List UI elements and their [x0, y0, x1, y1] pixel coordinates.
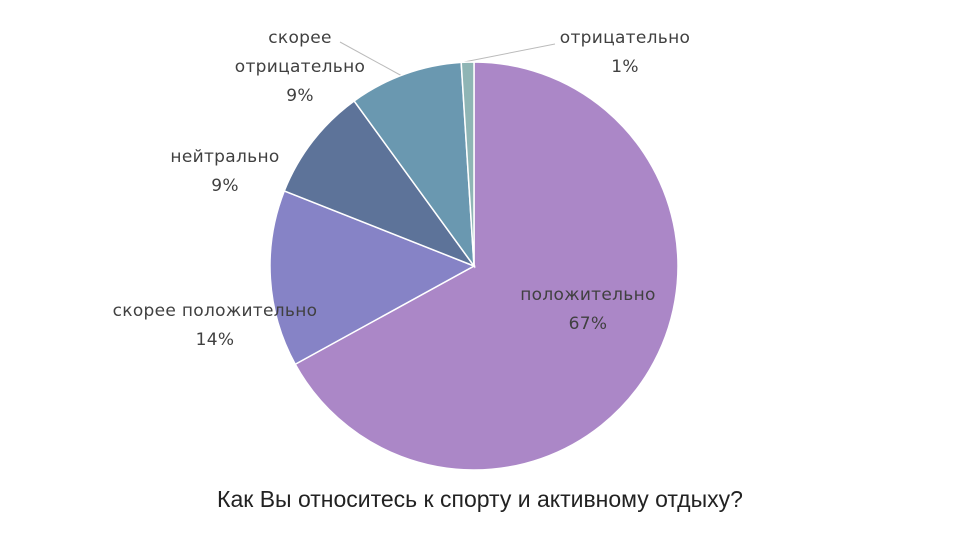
chart-title: Как Вы относитесь к спорту и активному о… — [217, 486, 743, 512]
value-label: 9% — [211, 176, 239, 196]
leader-line — [339, 41, 403, 77]
slice-label: положительно — [520, 285, 656, 305]
slice-label: скорее положительно — [112, 301, 318, 321]
pie-slice — [283, 99, 477, 268]
slice-label: отрицательно — [559, 28, 691, 48]
pie-slice — [460, 61, 475, 267]
slice-label: нейтрально — [170, 147, 280, 167]
pie-slice — [353, 61, 475, 269]
value-label: 1% — [611, 57, 639, 77]
value-label: 14% — [195, 330, 235, 350]
value-label: 67% — [568, 314, 608, 334]
pie-slice — [294, 61, 679, 471]
leader-line — [463, 43, 556, 63]
pie-slice — [269, 189, 476, 366]
slice-label: скорее отрицательно — [234, 28, 366, 77]
value-label: 9% — [286, 86, 314, 106]
